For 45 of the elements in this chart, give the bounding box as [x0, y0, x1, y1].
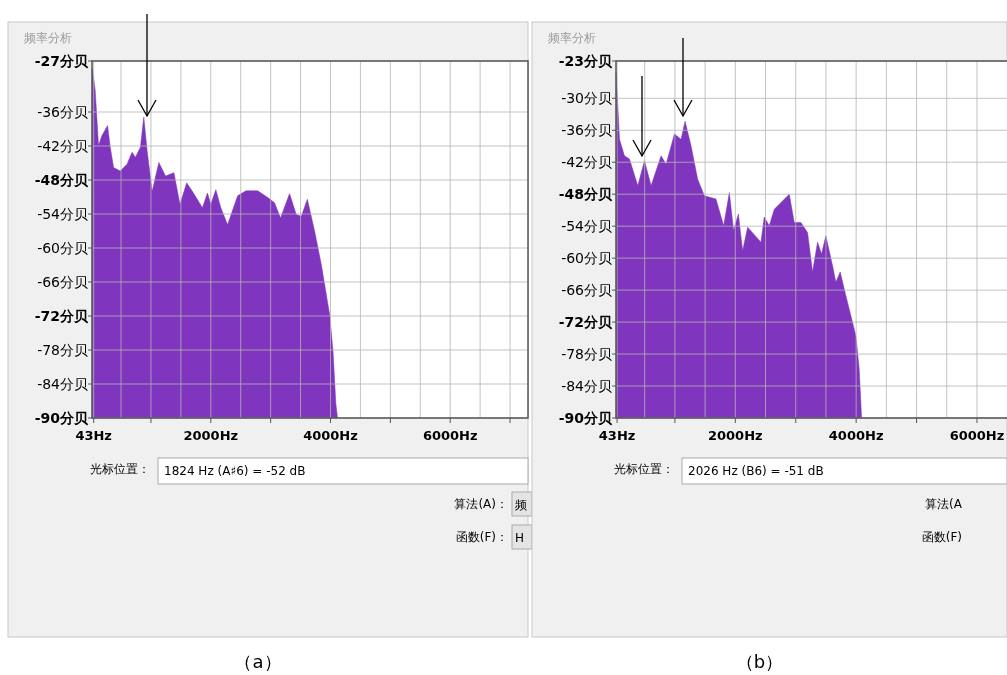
y-tick-label: -48分贝 [558, 186, 613, 203]
y-tick-label: -66分贝 [561, 282, 612, 299]
x-tick-label: 43Hz [598, 428, 636, 443]
text: （b） [735, 651, 784, 672]
y-tick-label: -60分贝 [561, 250, 612, 267]
y-tick-label: -36分贝 [561, 122, 612, 139]
y-tick-label: -84分贝 [561, 378, 612, 395]
y-tick-label: -72分贝 [34, 308, 89, 324]
text: （a） [234, 651, 282, 672]
y-tick-label: -84分贝 [37, 376, 88, 392]
text: 1824 Hz (A♯6) = -52 dB [164, 464, 306, 478]
y-tick-label: -30分贝 [561, 90, 612, 107]
text: H [515, 531, 525, 545]
x-tick-label: 6000Hz [422, 428, 478, 443]
x-tick-label: 2000Hz [183, 428, 239, 443]
y-tick-label: -36分贝 [37, 104, 88, 120]
x-tick-label: 6000Hz [949, 428, 1005, 443]
text: 函数(F)： [455, 530, 508, 544]
x-tick-label: 2000Hz [708, 428, 763, 443]
y-tick-label: -78分贝 [561, 346, 612, 363]
y-tick-label: -23分贝 [558, 53, 613, 69]
x-tick-label: 4000Hz [303, 428, 358, 443]
y-tick-label: -48分贝 [34, 172, 89, 188]
y-tick-label: -90分贝 [558, 410, 613, 426]
text: 光标位置： [614, 462, 674, 476]
text: 算法(A [925, 497, 963, 511]
y-tick-label: -54分贝 [37, 206, 88, 222]
y-tick-label: -60分贝 [37, 240, 88, 256]
text: 2026 Hz (B6) = -51 dB [688, 464, 824, 478]
y-tick-label: -42分贝 [561, 154, 612, 171]
y-tick-label: -27分贝 [34, 53, 89, 69]
y-tick-label: -72分贝 [558, 314, 613, 331]
text: 光标位置： [90, 462, 150, 476]
y-tick-label: -54分贝 [561, 218, 612, 235]
x-tick-label: 43Hz [75, 428, 112, 443]
y-tick-label: -90分贝 [34, 410, 89, 426]
chart-title: 频率分析 [548, 31, 596, 45]
y-tick-label: -78分贝 [37, 342, 88, 358]
text: 函数(F) [921, 530, 962, 544]
text: 算法(A)： [454, 497, 508, 511]
x-tick-label: 4000Hz [828, 428, 884, 443]
y-tick-label: -66分贝 [37, 274, 88, 290]
text: 频 [515, 498, 527, 512]
y-tick-label: -42分贝 [37, 138, 88, 154]
chart-title: 频率分析 [24, 31, 72, 45]
